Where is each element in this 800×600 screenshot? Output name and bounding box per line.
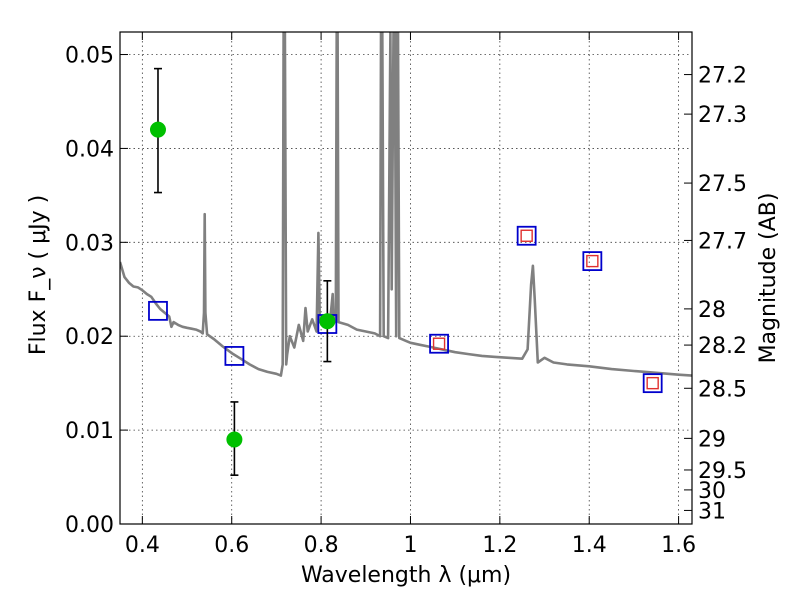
observed-photometry-square [432, 337, 446, 350]
observed-photometry-square [646, 376, 659, 390]
axis-ticks: 0.4 0.6 0.8 1 1.2 1.4 1.6 0.00 0.01 0.02 0.03 0.04 0… [65, 32, 747, 558]
magnitude-tick-label: 28.5 [698, 377, 747, 402]
x-tick-label: 1 [403, 533, 417, 558]
detection-point [226, 431, 243, 448]
magnitude-tick-label: 27.2 [698, 64, 747, 89]
x-tick-label: 1.2 [482, 533, 517, 558]
detection-point [319, 313, 336, 330]
magnitude-tick-label: 29 [698, 427, 726, 452]
detection-point [149, 121, 166, 138]
x-tick-label: 0.6 [214, 533, 249, 558]
x-tick-label: 1.6 [661, 533, 696, 558]
x-tick-label: 1.4 [572, 533, 607, 558]
magnitude-tick-label: 28 [698, 298, 726, 323]
y-tick-label: 0.04 [65, 137, 114, 162]
magnitude-tick-label: 27.3 [698, 103, 747, 128]
magnitude-tick-label: 27.7 [698, 229, 747, 254]
model-photometry-square [516, 225, 537, 246]
model-photometry-square [148, 300, 168, 321]
x-tick-label: 0.8 [304, 533, 339, 558]
magnitude-tick-label: 28.2 [698, 334, 747, 359]
magnitude-tick-label: 27.5 [698, 172, 747, 197]
x-axis-label: Wavelength λ (μm) [301, 563, 511, 588]
model-photometry-square [642, 373, 663, 394]
y-axis-label: Flux F_ν ( μJy ) [26, 195, 51, 355]
y-tick-label: 0.05 [65, 44, 114, 69]
magnitude-tick-label: 31 [698, 499, 726, 524]
y-tick-label: 0.03 [65, 231, 114, 256]
model-photometry-square [224, 346, 245, 366]
model-photometry-square [582, 251, 603, 271]
magnitude-axis-label: Magnitude (AB) [756, 193, 781, 364]
observed-photometry-square [586, 254, 599, 268]
plot-frame [119, 31, 693, 525]
magnitude-tick-label: 29.5 [698, 459, 747, 484]
magnitude-tick-label: 30 [698, 479, 726, 504]
y-tick-label: 0.01 [65, 419, 114, 444]
y-tick-label: 0.02 [65, 325, 114, 350]
observed-photometry-square [520, 229, 533, 242]
y-tick-label: 0.00 [65, 513, 114, 538]
sed-template-line [120, 32, 692, 377]
plot-area [120, 32, 692, 476]
x-tick-label: 0.4 [125, 533, 160, 558]
model-photometry-square [429, 333, 449, 354]
